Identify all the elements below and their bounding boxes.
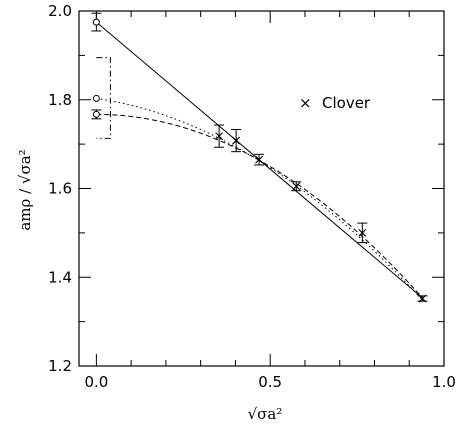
data-point-cross	[292, 182, 301, 191]
fit-line-dotted	[96, 97, 424, 302]
data-point-cross	[232, 136, 241, 145]
y-tick-label: 1.2	[48, 357, 72, 375]
tick-labels: 0.0 0.5 1.0 1.2 1.4 1.6 1.8 2.0	[48, 2, 456, 391]
fit-lines	[96, 21, 424, 302]
x-axis-label: √σa²	[248, 405, 283, 423]
data-point-cross	[255, 155, 263, 164]
x-tick-label: 0.5	[258, 373, 282, 391]
axes-frame	[78, 10, 445, 367]
y-tick-label: 1.8	[48, 91, 72, 109]
y-tick-label: 2.0	[48, 2, 72, 20]
data-point-cross	[358, 228, 367, 237]
legend-marker: ×	[299, 94, 312, 112]
legend-label: Clover	[322, 94, 371, 112]
y-tick-label: 1.4	[48, 268, 72, 286]
x-tick-label: 0.0	[84, 373, 108, 391]
y-axis-label: amρ / √σa²	[16, 149, 34, 230]
extrapolated-point-circle	[92, 18, 100, 26]
data-point-cross	[215, 132, 223, 141]
extrapolated-point-circle	[92, 110, 100, 118]
data-point-cross	[418, 294, 427, 303]
systematic-bracket	[96, 57, 111, 139]
y-tick-label: 1.6	[48, 180, 72, 198]
x-tick-label: 1.0	[432, 373, 456, 391]
fit-line-dashed	[96, 113, 424, 300]
plot-frame	[78, 10, 445, 367]
extrapolated-point-circle	[92, 94, 100, 102]
data-points	[91, 12, 428, 303]
legend: × Clover	[299, 94, 371, 112]
